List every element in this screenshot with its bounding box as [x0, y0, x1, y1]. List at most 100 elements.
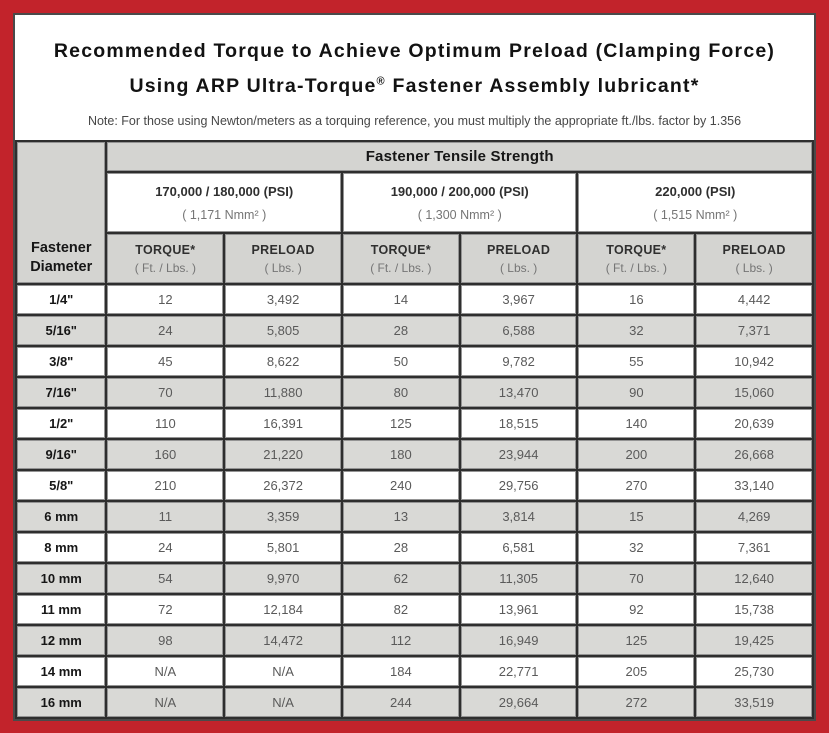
preload-value-cell: 15,738	[696, 595, 812, 624]
torque-value-cell: 240	[342, 471, 459, 500]
torque-value-cell: 28	[342, 316, 459, 345]
table-row: 6 mm 11 3,359 13 3,814 15 4,269	[17, 502, 812, 531]
torque-value-cell: 98	[107, 626, 224, 655]
psi-rating-label: 190,000 / 200,000 (PSI)	[390, 184, 529, 199]
preload-value-cell: 13,470	[460, 378, 577, 407]
preload-value-cell: 26,372	[225, 471, 341, 500]
preload-value-cell: 14,472	[225, 626, 341, 655]
torque-value-cell: 112	[342, 626, 459, 655]
fastener-diameter-cell: 3/8"	[17, 347, 106, 376]
fastener-diameter-cell: 7/16"	[17, 378, 106, 407]
torque-value-cell: 110	[107, 409, 224, 438]
table-body: 1/4" 12 3,492 14 3,967 16 4,442 5/16" 24 5,805 28 6…	[17, 285, 812, 717]
fastener-diameter-cell: 6 mm	[17, 502, 106, 531]
preload-value-cell: 16,391	[225, 409, 341, 438]
torque-value-cell: 270	[578, 471, 695, 500]
preload-value-cell: 19,425	[696, 626, 812, 655]
strength-header-row: 170,000 / 180,000 (PSI) ( 1,171 Nmm² ) 1…	[17, 173, 812, 232]
table-row: 8 mm 24 5,801 28 6,581 32 7,361	[17, 533, 812, 562]
table-row: 7/16" 70 11,880 80 13,470 90 15,060	[17, 378, 812, 407]
torque-column-header: TORQUE* ( Ft. / Lbs. )	[107, 234, 224, 283]
fastener-diameter-cell: 16 mm	[17, 688, 106, 717]
torque-value-cell: 50	[342, 347, 459, 376]
preload-value-cell: 33,140	[696, 471, 812, 500]
torque-value-cell: 72	[107, 595, 224, 624]
torque-value-cell: 24	[107, 533, 224, 562]
fastener-diameter-cell: 9/16"	[17, 440, 106, 469]
title-line-2-suffix: Fastener Assembly lubricant*	[385, 74, 700, 97]
title-line-2-prefix: Using ARP Ultra-Torque	[129, 74, 377, 97]
preload-unit-label: ( Lbs. )	[264, 261, 302, 275]
fastener-diameter-cell: 5/16"	[17, 316, 106, 345]
strength-group-header-220k: 220,000 (PSI) ( 1,515 Nmm² )	[578, 173, 812, 232]
corner-header-line-1: Fastener	[31, 240, 92, 257]
preload-value-cell: 6,581	[460, 533, 577, 562]
preload-value-cell: 26,668	[696, 440, 812, 469]
torque-value-cell: 24	[107, 316, 224, 345]
torque-value-cell: 125	[578, 626, 695, 655]
torque-value-cell: 13	[342, 502, 459, 531]
preload-value-cell: 7,361	[696, 533, 812, 562]
torque-value-cell: N/A	[107, 688, 224, 717]
torque-value-cell: 140	[578, 409, 695, 438]
preload-value-cell: 29,664	[460, 688, 577, 717]
torque-value-cell: 205	[578, 657, 695, 686]
preload-value-cell: 3,359	[225, 502, 341, 531]
title-line-2: Using ARP Ultra-Torque® Fastener Assembl…	[129, 75, 699, 97]
torque-value-cell: 11	[107, 502, 224, 531]
preload-value-cell: 3,967	[460, 285, 577, 314]
torque-label: TORQUE*	[370, 243, 431, 257]
torque-value-cell: 55	[578, 347, 695, 376]
preload-value-cell: 16,949	[460, 626, 577, 655]
title-block: Recommended Torque to Achieve Optimum Pr…	[15, 15, 814, 140]
corner-header-line-2: Diameter	[30, 259, 93, 276]
table-row: 1/2" 110 16,391 125 18,515 140 20,639	[17, 409, 812, 438]
fastener-diameter-cell: 1/2"	[17, 409, 106, 438]
torque-unit-label: ( Ft. / Lbs. )	[134, 261, 197, 275]
table-row: 12 mm 98 14,472 112 16,949 125 19,425	[17, 626, 812, 655]
preload-label: PRELOAD	[487, 243, 551, 257]
torque-value-cell: 54	[107, 564, 224, 593]
torque-value-cell: 28	[342, 533, 459, 562]
column-header-row: TORQUE* ( Ft. / Lbs. ) PRELOAD ( Lbs. ) …	[17, 234, 812, 283]
table-row: 5/8" 210 26,372 240 29,756 270 33,140	[17, 471, 812, 500]
preload-value-cell: 12,640	[696, 564, 812, 593]
torque-value-cell: 82	[342, 595, 459, 624]
torque-value-cell: 70	[578, 564, 695, 593]
torque-value-cell: 244	[342, 688, 459, 717]
torque-value-cell: 184	[342, 657, 459, 686]
preload-value-cell: 15,060	[696, 378, 812, 407]
torque-value-cell: 16	[578, 285, 695, 314]
table-row: 5/16" 24 5,805 28 6,588 32 7,371	[17, 316, 812, 345]
table-row: 16 mm N/A N/A 244 29,664 272 33,519	[17, 688, 812, 717]
preload-value-cell: 9,970	[225, 564, 341, 593]
preload-value-cell: 9,782	[460, 347, 577, 376]
torque-unit-label: ( Ft. / Lbs. )	[605, 261, 668, 275]
preload-value-cell: 5,801	[225, 533, 341, 562]
preload-value-cell: 3,814	[460, 502, 577, 531]
title-line-1: Recommended Torque to Achieve Optimum Pr…	[53, 40, 776, 62]
fastener-diameter-cell: 1/4"	[17, 285, 106, 314]
torque-value-cell: 180	[342, 440, 459, 469]
preload-value-cell: 4,269	[696, 502, 812, 531]
nmm-rating-label: ( 1,300 Nmm² )	[417, 208, 502, 222]
torque-value-cell: 272	[578, 688, 695, 717]
torque-label: TORQUE*	[135, 243, 196, 257]
torque-value-cell: 90	[578, 378, 695, 407]
preload-value-cell: 33,519	[696, 688, 812, 717]
preload-unit-label: ( Lbs. )	[499, 261, 538, 275]
torque-value-cell: 92	[578, 595, 695, 624]
torque-label: TORQUE*	[606, 243, 667, 257]
table-row: 11 mm 72 12,184 82 13,961 92 15,738	[17, 595, 812, 624]
preload-unit-label: ( Lbs. )	[735, 261, 773, 275]
table-row: 9/16" 160 21,220 180 23,944 200 26,668	[17, 440, 812, 469]
preload-column-header: PRELOAD ( Lbs. )	[696, 234, 812, 283]
table-row: 1/4" 12 3,492 14 3,967 16 4,442	[17, 285, 812, 314]
content-panel: Recommended Torque to Achieve Optimum Pr…	[13, 13, 816, 721]
preload-column-header: PRELOAD ( Lbs. )	[460, 234, 577, 283]
preload-column-header: PRELOAD ( Lbs. )	[225, 234, 341, 283]
preload-value-cell: 12,184	[225, 595, 341, 624]
torque-column-header: TORQUE* ( Ft. / Lbs. )	[578, 234, 695, 283]
torque-value-cell: 14	[342, 285, 459, 314]
